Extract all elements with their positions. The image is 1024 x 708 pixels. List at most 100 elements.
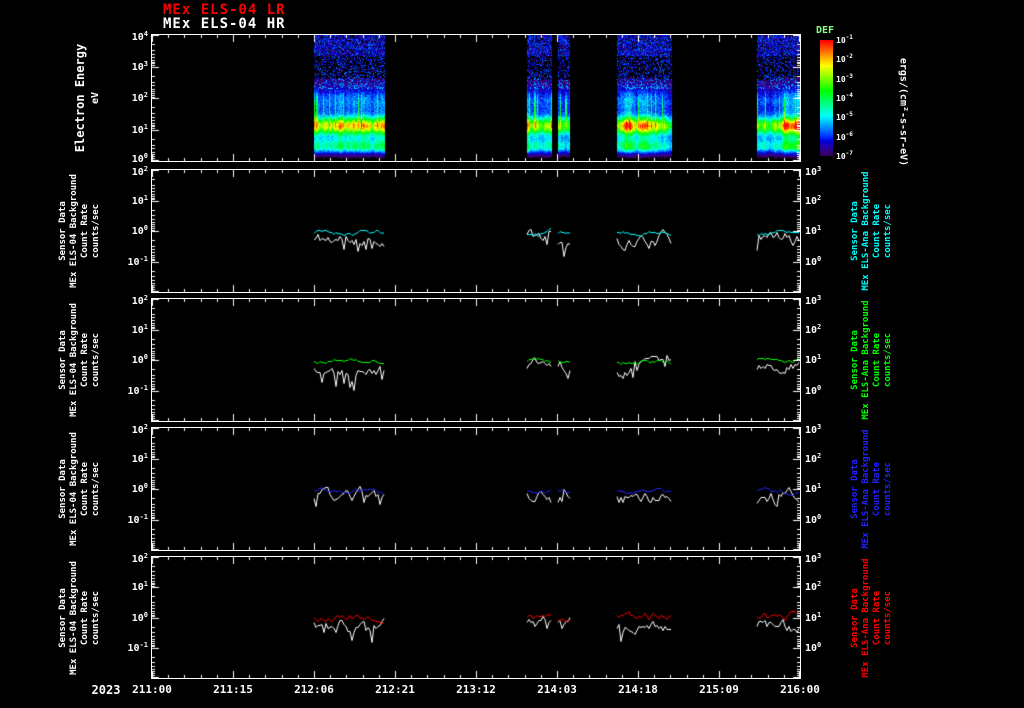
colorbar-tick-label: 10-7 <box>836 150 853 161</box>
line-panel-1-right-label-line: Sensor Data <box>850 201 860 261</box>
left-y-axis-tick-label: 101 <box>131 122 148 136</box>
right-y-axis-tick-label: 103 <box>805 164 822 179</box>
line-panel-4-right-label: Sensor Data MEx ELS-Ana Background Count R… <box>850 558 894 677</box>
line-panel-3 <box>151 427 801 551</box>
x-tick-label: 214:03 <box>537 683 577 696</box>
colorbar-tick-label: 10-3 <box>836 72 853 84</box>
right-y-axis-tick-label: 101 <box>805 610 822 624</box>
colorbar-title: DEF <box>816 25 835 36</box>
left-y-axis-tick-label: 10-1 <box>127 254 148 268</box>
right-y-axis-tick-label: 100 <box>805 254 822 268</box>
line-panel-3-right-label: Sensor Data MEx ELS-Ana Background Count R… <box>850 429 894 548</box>
x-tick-label: 211:00 <box>132 683 172 696</box>
left-y-axis-tick-label: 103 <box>131 59 148 73</box>
left-y-axis-tick-label: 102 <box>131 90 148 105</box>
line-panel-1-left-label-line: Sensor Data <box>58 201 68 261</box>
line-panel-4-right-label-line: MEx ELS-Ana Background <box>861 558 871 678</box>
x-tick-label: 212:06 <box>294 683 334 696</box>
line-panel-4-right-label-line: Count Rate <box>872 590 882 646</box>
left-y-axis-tick-label: 10-1 <box>127 383 148 397</box>
line-panel-4 <box>151 556 801 679</box>
line-panel-2 <box>151 298 801 422</box>
left-y-axis-tick-label: 10-1 <box>127 512 148 526</box>
plot-title-lr: MEx ELS-04 LR <box>163 2 286 18</box>
colorbar <box>820 40 833 156</box>
colorbar-unit-label: ergs/(cm²-s-sr-eV) <box>897 57 909 167</box>
line-panel-3-right-label-line: counts/sec <box>883 461 893 517</box>
left-y-axis-tick-label: 101 <box>131 193 148 207</box>
line-panel-2-right-label-line: counts/sec <box>883 332 893 388</box>
line-panel-3-canvas <box>152 428 800 550</box>
x-tick-label: 212:21 <box>375 683 415 696</box>
left-y-axis-tick-label: 10-1 <box>127 640 148 654</box>
right-y-axis-tick-label: 101 <box>805 481 822 496</box>
line-panel-1-canvas <box>152 170 800 292</box>
line-panel-4-left-label-line: Sensor Data <box>58 588 68 648</box>
line-panel-3-right-label-line: MEx ELS-Ana Background <box>861 429 871 549</box>
line-panel-2-left-label-line: counts/sec <box>91 332 101 388</box>
right-y-axis-tick-label: 102 <box>805 451 822 465</box>
right-y-axis-tick-label: 100 <box>805 640 822 654</box>
left-y-axis-tick-label: 102 <box>131 551 148 566</box>
left-y-axis-tick-label: 100 <box>131 223 148 238</box>
line-panel-4-canvas <box>152 557 800 678</box>
x-axis-year-label: 2023 <box>91 683 121 697</box>
line-panel-1-left-label-line: Count Rate <box>80 203 90 259</box>
left-y-axis-tick-label: 100 <box>131 352 148 367</box>
left-y-axis-tick-label: 102 <box>131 293 148 308</box>
left-y-axis-tick-label: 101 <box>131 451 148 465</box>
left-y-axis-tick-label: 100 <box>131 610 148 624</box>
line-panel-2-canvas <box>152 299 800 421</box>
left-y-axis-tick-label: 102 <box>131 422 148 437</box>
x-tick-label: 215:09 <box>699 683 739 696</box>
x-tick-label: 211:15 <box>213 683 253 696</box>
spectrogram-y-axis-label-line: eV <box>90 91 101 105</box>
spectrogram-y-axis-label-line: Electron Energy <box>73 43 87 153</box>
line-panel-2-right-label-line: MEx ELS-Ana Background <box>861 300 871 420</box>
right-y-axis-tick-label: 102 <box>805 580 822 594</box>
line-panel-2-left-label-line: Count Rate <box>80 332 90 388</box>
line-panel-3-right-label-line: Count Rate <box>872 461 882 517</box>
colorbar-tick-label: 10-2 <box>836 53 853 65</box>
line-panel-2-left-label-line: Sensor Data <box>58 330 68 390</box>
line-panel-1-right-label-line: MEx ELS-Ana Background <box>861 171 871 291</box>
line-panel-4-right-label-line: counts/sec <box>883 590 893 646</box>
colorbar-tick-label: 10-6 <box>836 130 853 142</box>
line-panel-4-left-label-line: Count Rate <box>80 590 90 646</box>
spectrogram-canvas <box>152 35 800 161</box>
line-panel-1-left-label-line: counts/sec <box>91 203 101 259</box>
line-panel-3-left-label-line: MEx ELS-04 Background <box>69 432 79 546</box>
line-panel-1-right-label-line: Count Rate <box>872 203 882 259</box>
line-panel-1-right-label-line: counts/sec <box>883 203 893 259</box>
right-y-axis-tick-label: 100 <box>805 512 822 526</box>
line-panel-2-left-label: Sensor Data MEx ELS-04 Background Count Ra… <box>58 303 102 417</box>
colorbar-tick-label: 10-4 <box>836 92 853 103</box>
line-panel-4-left-label-line: MEx ELS-04 Background <box>69 561 79 675</box>
x-tick-label: 214:18 <box>618 683 658 696</box>
right-y-axis-tick-label: 101 <box>805 223 822 238</box>
spectrogram-panel <box>151 34 801 162</box>
right-y-axis-tick-label: 103 <box>805 551 822 566</box>
right-y-axis-tick-label: 103 <box>805 293 822 308</box>
line-panel-1-left-label: Sensor Data MEx ELS-04 Background Count Ra… <box>58 174 102 288</box>
line-panel-4-left-label: Sensor Data MEx ELS-04 Background Count Ra… <box>58 561 102 675</box>
line-panel-4-left-label-line: counts/sec <box>91 590 101 646</box>
right-y-axis-tick-label: 101 <box>805 352 822 367</box>
line-panel-2-left-label-line: MEx ELS-04 Background <box>69 303 79 417</box>
left-y-axis-tick-label: 100 <box>131 481 148 496</box>
line-panel-3-left-label-line: Count Rate <box>80 461 90 517</box>
line-panel-2-right-label-line: Count Rate <box>872 332 882 388</box>
plot-title-hr: MEx ELS-04 HR <box>163 16 286 32</box>
left-y-axis-tick-label: 101 <box>131 322 148 336</box>
line-panel-1-left-label-line: MEx ELS-04 Background <box>69 174 79 288</box>
line-panel-3-left-label-line: counts/sec <box>91 461 101 517</box>
right-y-axis-tick-label: 103 <box>805 422 822 437</box>
line-panel-4-right-label-line: Sensor Data <box>850 588 860 648</box>
left-y-axis-tick-label: 104 <box>131 29 148 44</box>
spectrogram-y-axis-label: Electron Energy eV <box>73 44 103 152</box>
line-panel-1 <box>151 169 801 293</box>
colorbar-tick-label: 10-1 <box>836 34 853 45</box>
line-panel-1-right-label: Sensor Data MEx ELS-Ana Background Count R… <box>850 171 894 290</box>
line-panel-3-right-label-line: Sensor Data <box>850 459 860 519</box>
